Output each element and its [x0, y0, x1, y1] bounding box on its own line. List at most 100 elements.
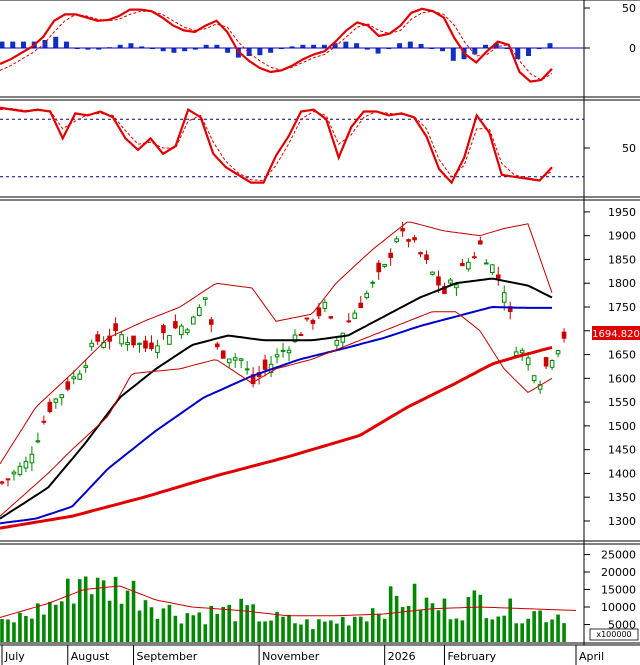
price-candle-body — [334, 339, 340, 346]
price-candle-body — [370, 281, 376, 284]
volume-bar — [478, 594, 483, 642]
volume-bar — [203, 624, 208, 642]
price-candle-body — [328, 316, 334, 319]
price-candle-body — [185, 329, 190, 334]
volume-bar — [125, 590, 130, 642]
macd-histogram-bar — [289, 46, 295, 48]
x-tick-label: August — [71, 650, 110, 663]
volume-bar — [155, 618, 160, 642]
volume-bar — [65, 578, 70, 642]
volume-bar — [0, 619, 4, 642]
price-candle-body — [322, 301, 328, 309]
volume-bar — [101, 580, 106, 642]
volume-bar — [514, 623, 519, 642]
volume-bar — [299, 624, 303, 642]
volume-bar — [442, 598, 447, 642]
price-candle-body — [119, 334, 124, 345]
price-candle-body — [41, 420, 47, 423]
volume-bar — [358, 616, 363, 642]
volume-bar — [418, 610, 423, 642]
macd-histogram-bar — [85, 48, 91, 50]
macd-histogram-bar — [321, 44, 327, 48]
price-candle-body — [394, 238, 399, 243]
price-candle-body — [53, 398, 59, 403]
price-candle-body — [59, 394, 65, 399]
price-tick-label: 1650 — [608, 349, 636, 362]
macd-tick-label: 0 — [629, 42, 636, 55]
volume-bar — [335, 623, 339, 642]
volume-bar — [54, 604, 58, 642]
macd-tick-label: 50 — [622, 2, 636, 15]
volume-bar — [520, 623, 524, 642]
macd-histogram-bar — [42, 40, 48, 48]
macd-histogram-bar — [117, 44, 123, 48]
volume-bar — [466, 596, 471, 642]
volume-bar — [323, 621, 327, 642]
macd-histogram-bar — [483, 44, 489, 48]
macd-histogram-bar — [20, 41, 26, 48]
macd-histogram-bar — [10, 41, 16, 48]
price-candle-body — [430, 271, 435, 275]
price-tick-label: 1550 — [608, 396, 636, 409]
macd-histogram-bar — [192, 48, 198, 50]
volume-bar — [538, 610, 542, 642]
price-candle-body — [418, 252, 423, 255]
macd-histogram-bar — [257, 48, 263, 56]
volume-bar — [185, 613, 190, 642]
price-candle-body — [519, 349, 525, 354]
volume-unit-label: x100000 — [596, 630, 631, 639]
price-candle-body — [113, 323, 118, 332]
volume-bar — [131, 580, 136, 642]
volume-bar — [370, 608, 375, 642]
volume-bar — [269, 620, 273, 642]
macd-histogram-bar — [214, 44, 220, 48]
volume-bar — [245, 605, 249, 642]
volume-bar — [107, 600, 112, 642]
volume-bar — [83, 576, 88, 642]
price-candle-body — [442, 286, 447, 294]
price-candle-body — [65, 381, 71, 390]
volume-bar — [412, 583, 417, 642]
volume-tick-label: 20000 — [601, 566, 636, 579]
volume-bar — [317, 619, 321, 642]
volume-bar — [251, 604, 255, 642]
volume-bar — [173, 615, 178, 642]
price-candle-body — [316, 307, 322, 317]
price-candle-body — [95, 334, 100, 342]
macd-histogram-bar — [139, 46, 145, 48]
macd-histogram-bar — [246, 48, 252, 56]
price-tick-label: 1850 — [608, 253, 636, 266]
volume-bar — [59, 601, 64, 642]
price-candle-body — [454, 284, 459, 289]
macd-histogram-bar — [311, 44, 317, 48]
price-candle-body — [131, 335, 136, 346]
macd-histogram-bar — [547, 43, 553, 48]
volume-bar — [48, 601, 52, 642]
volume-bar — [556, 614, 560, 642]
price-candle-body — [460, 262, 465, 267]
price-tick-label: 1450 — [608, 444, 636, 457]
price-candle-body — [83, 365, 89, 368]
price-candle-body — [388, 252, 393, 259]
last-price-box — [592, 326, 640, 340]
price-candle-body — [89, 342, 94, 348]
price-candle-body — [71, 376, 77, 380]
volume-bar — [394, 595, 399, 642]
price-candle-body — [226, 358, 232, 364]
volume-bar — [215, 613, 220, 642]
volume-bar — [71, 603, 76, 642]
volume-bar — [221, 606, 226, 642]
x-tick-label: November — [262, 650, 320, 663]
volume-bar — [502, 615, 507, 642]
macd-histogram-bar — [418, 44, 424, 48]
price-candle-body — [29, 453, 35, 464]
price-tick-label: 1800 — [608, 277, 636, 290]
volume-bar — [36, 603, 40, 642]
volume-bar — [472, 590, 477, 642]
price-candle-body — [149, 342, 154, 350]
price-tick-label: 1600 — [608, 372, 636, 385]
macd-histogram-bar — [203, 44, 209, 48]
volume-bar — [346, 625, 351, 642]
price-candle-body — [191, 316, 196, 325]
x-tick-label: April — [579, 650, 604, 663]
